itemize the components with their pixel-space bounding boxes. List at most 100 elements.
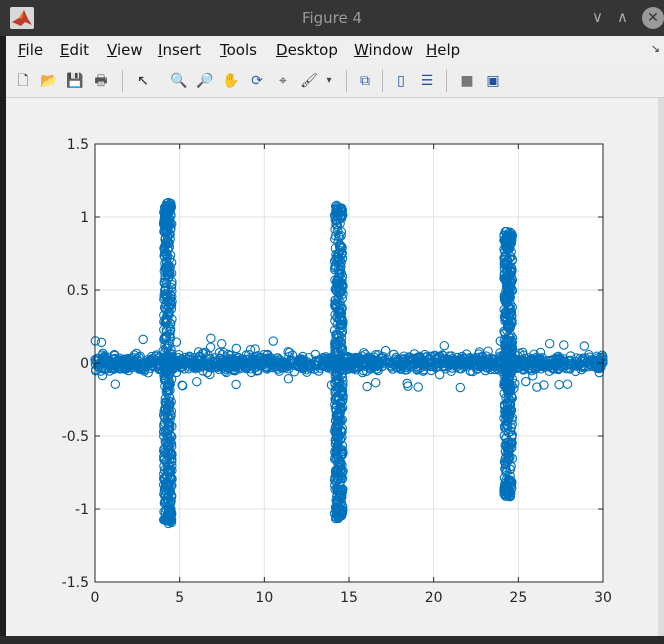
data-point xyxy=(502,256,512,266)
menu-label: iew xyxy=(116,41,143,59)
data-point xyxy=(501,295,512,305)
open-file-icon[interactable]: 📂 xyxy=(40,73,58,89)
data-point xyxy=(330,201,341,211)
data-point xyxy=(161,325,172,335)
zoom-in-icon[interactable]: 🔍 xyxy=(170,73,188,89)
data-point xyxy=(166,304,177,314)
data-point xyxy=(564,363,575,373)
menu-window[interactable]: Window xyxy=(354,41,413,59)
data-cursor-icon[interactable]: ⌖ xyxy=(279,73,287,89)
menu-mnemonic: I xyxy=(158,41,163,59)
close-icon[interactable]: ✕ xyxy=(642,7,664,29)
data-point xyxy=(490,364,500,375)
menu-file[interactable]: File xyxy=(18,41,43,59)
data-point xyxy=(503,488,514,499)
brush-icon[interactable]: 🖌 xyxy=(300,73,318,89)
data-point xyxy=(159,375,170,386)
data-point xyxy=(336,257,346,267)
print-icon[interactable]: 🖶 xyxy=(94,73,108,89)
data-point xyxy=(330,439,341,449)
menu-tools[interactable]: Tools xyxy=(220,41,257,59)
data-point xyxy=(502,404,512,415)
legend-icon[interactable]: ☰ xyxy=(420,73,434,89)
data-point xyxy=(425,360,436,370)
data-point xyxy=(319,361,330,371)
minimize-icon[interactable]: ∨ xyxy=(592,8,603,26)
data-point xyxy=(162,388,173,398)
data-point xyxy=(160,332,171,342)
data-point xyxy=(521,376,531,387)
scatter-points xyxy=(90,197,608,529)
data-point xyxy=(346,353,357,363)
data-point xyxy=(166,397,176,407)
data-point xyxy=(162,480,172,491)
rotate-3d-icon[interactable]: ⟳ xyxy=(251,73,263,89)
data-point xyxy=(115,355,126,365)
data-point xyxy=(423,357,434,368)
data-point xyxy=(332,509,342,520)
data-point xyxy=(165,356,176,367)
data-point xyxy=(501,415,511,426)
data-point xyxy=(166,355,177,366)
data-point xyxy=(99,352,110,362)
pointer-icon[interactable]: ↖ xyxy=(137,73,149,89)
data-point xyxy=(333,236,343,247)
data-point xyxy=(383,355,393,365)
data-point xyxy=(441,356,452,367)
data-point xyxy=(163,507,174,517)
data-point xyxy=(161,457,171,467)
show-plot-tools-icon[interactable]: ▣ xyxy=(486,73,500,89)
new-figure-icon[interactable]: 🗋 xyxy=(17,73,29,89)
data-point xyxy=(160,288,171,299)
menu-edit[interactable]: Edit xyxy=(60,41,89,59)
data-point xyxy=(162,510,172,520)
data-point xyxy=(376,353,386,363)
data-point xyxy=(439,361,449,371)
data-point xyxy=(592,351,602,362)
menu-desktop[interactable]: Desktop xyxy=(276,41,338,59)
data-point xyxy=(459,356,469,367)
menu-mnemonic: F xyxy=(18,41,26,59)
data-point xyxy=(231,361,241,371)
data-point xyxy=(163,270,173,280)
menu-label: ile xyxy=(25,41,44,59)
data-point xyxy=(166,496,176,506)
x-tick-label: 10 xyxy=(255,590,273,606)
data-point xyxy=(177,380,188,391)
data-point xyxy=(110,357,121,367)
zoom-out-icon[interactable]: 🔎 xyxy=(196,73,214,89)
pan-icon[interactable]: ✋ xyxy=(222,73,240,89)
data-point xyxy=(189,362,199,373)
link-plot-icon[interactable]: ⧉ xyxy=(360,73,370,89)
title-bar[interactable]: Figure 4 ∨ ∧ ✕ xyxy=(0,0,664,36)
menu-insert[interactable]: Insert xyxy=(158,41,201,59)
maximize-icon[interactable]: ∧ xyxy=(617,8,628,26)
dock-arrow-icon[interactable]: ↘ xyxy=(650,42,660,55)
menu-mnemonic: W xyxy=(354,41,369,59)
data-point xyxy=(332,202,342,213)
data-point xyxy=(334,339,344,350)
menu-label: elp xyxy=(437,41,461,59)
menu-help[interactable]: Help xyxy=(426,41,460,59)
menu-view[interactable]: View xyxy=(107,41,143,59)
data-point xyxy=(177,354,187,364)
hide-plot-tools-icon[interactable]: ■ xyxy=(460,73,474,89)
data-point xyxy=(335,360,346,371)
data-point xyxy=(165,326,175,336)
data-point xyxy=(233,358,244,369)
colorbar-icon[interactable]: ▯ xyxy=(397,73,405,89)
brush-dropdown-icon[interactable]: ▾ xyxy=(326,75,332,86)
y-tick-label: 0 xyxy=(80,356,89,372)
data-point xyxy=(506,308,517,318)
data-point xyxy=(506,267,517,277)
figure-canvas: 0 5 10 15 20 25 30 -1.5 -1 -0.5 0 0.5 1 1.5 xyxy=(6,98,658,638)
data-point xyxy=(159,474,170,484)
window-right-border xyxy=(658,98,664,644)
data-point xyxy=(499,268,510,279)
data-point xyxy=(332,446,343,456)
data-point xyxy=(160,507,171,518)
data-point xyxy=(501,419,511,430)
data-point xyxy=(360,354,371,364)
save-icon[interactable]: 💾 xyxy=(66,73,84,89)
